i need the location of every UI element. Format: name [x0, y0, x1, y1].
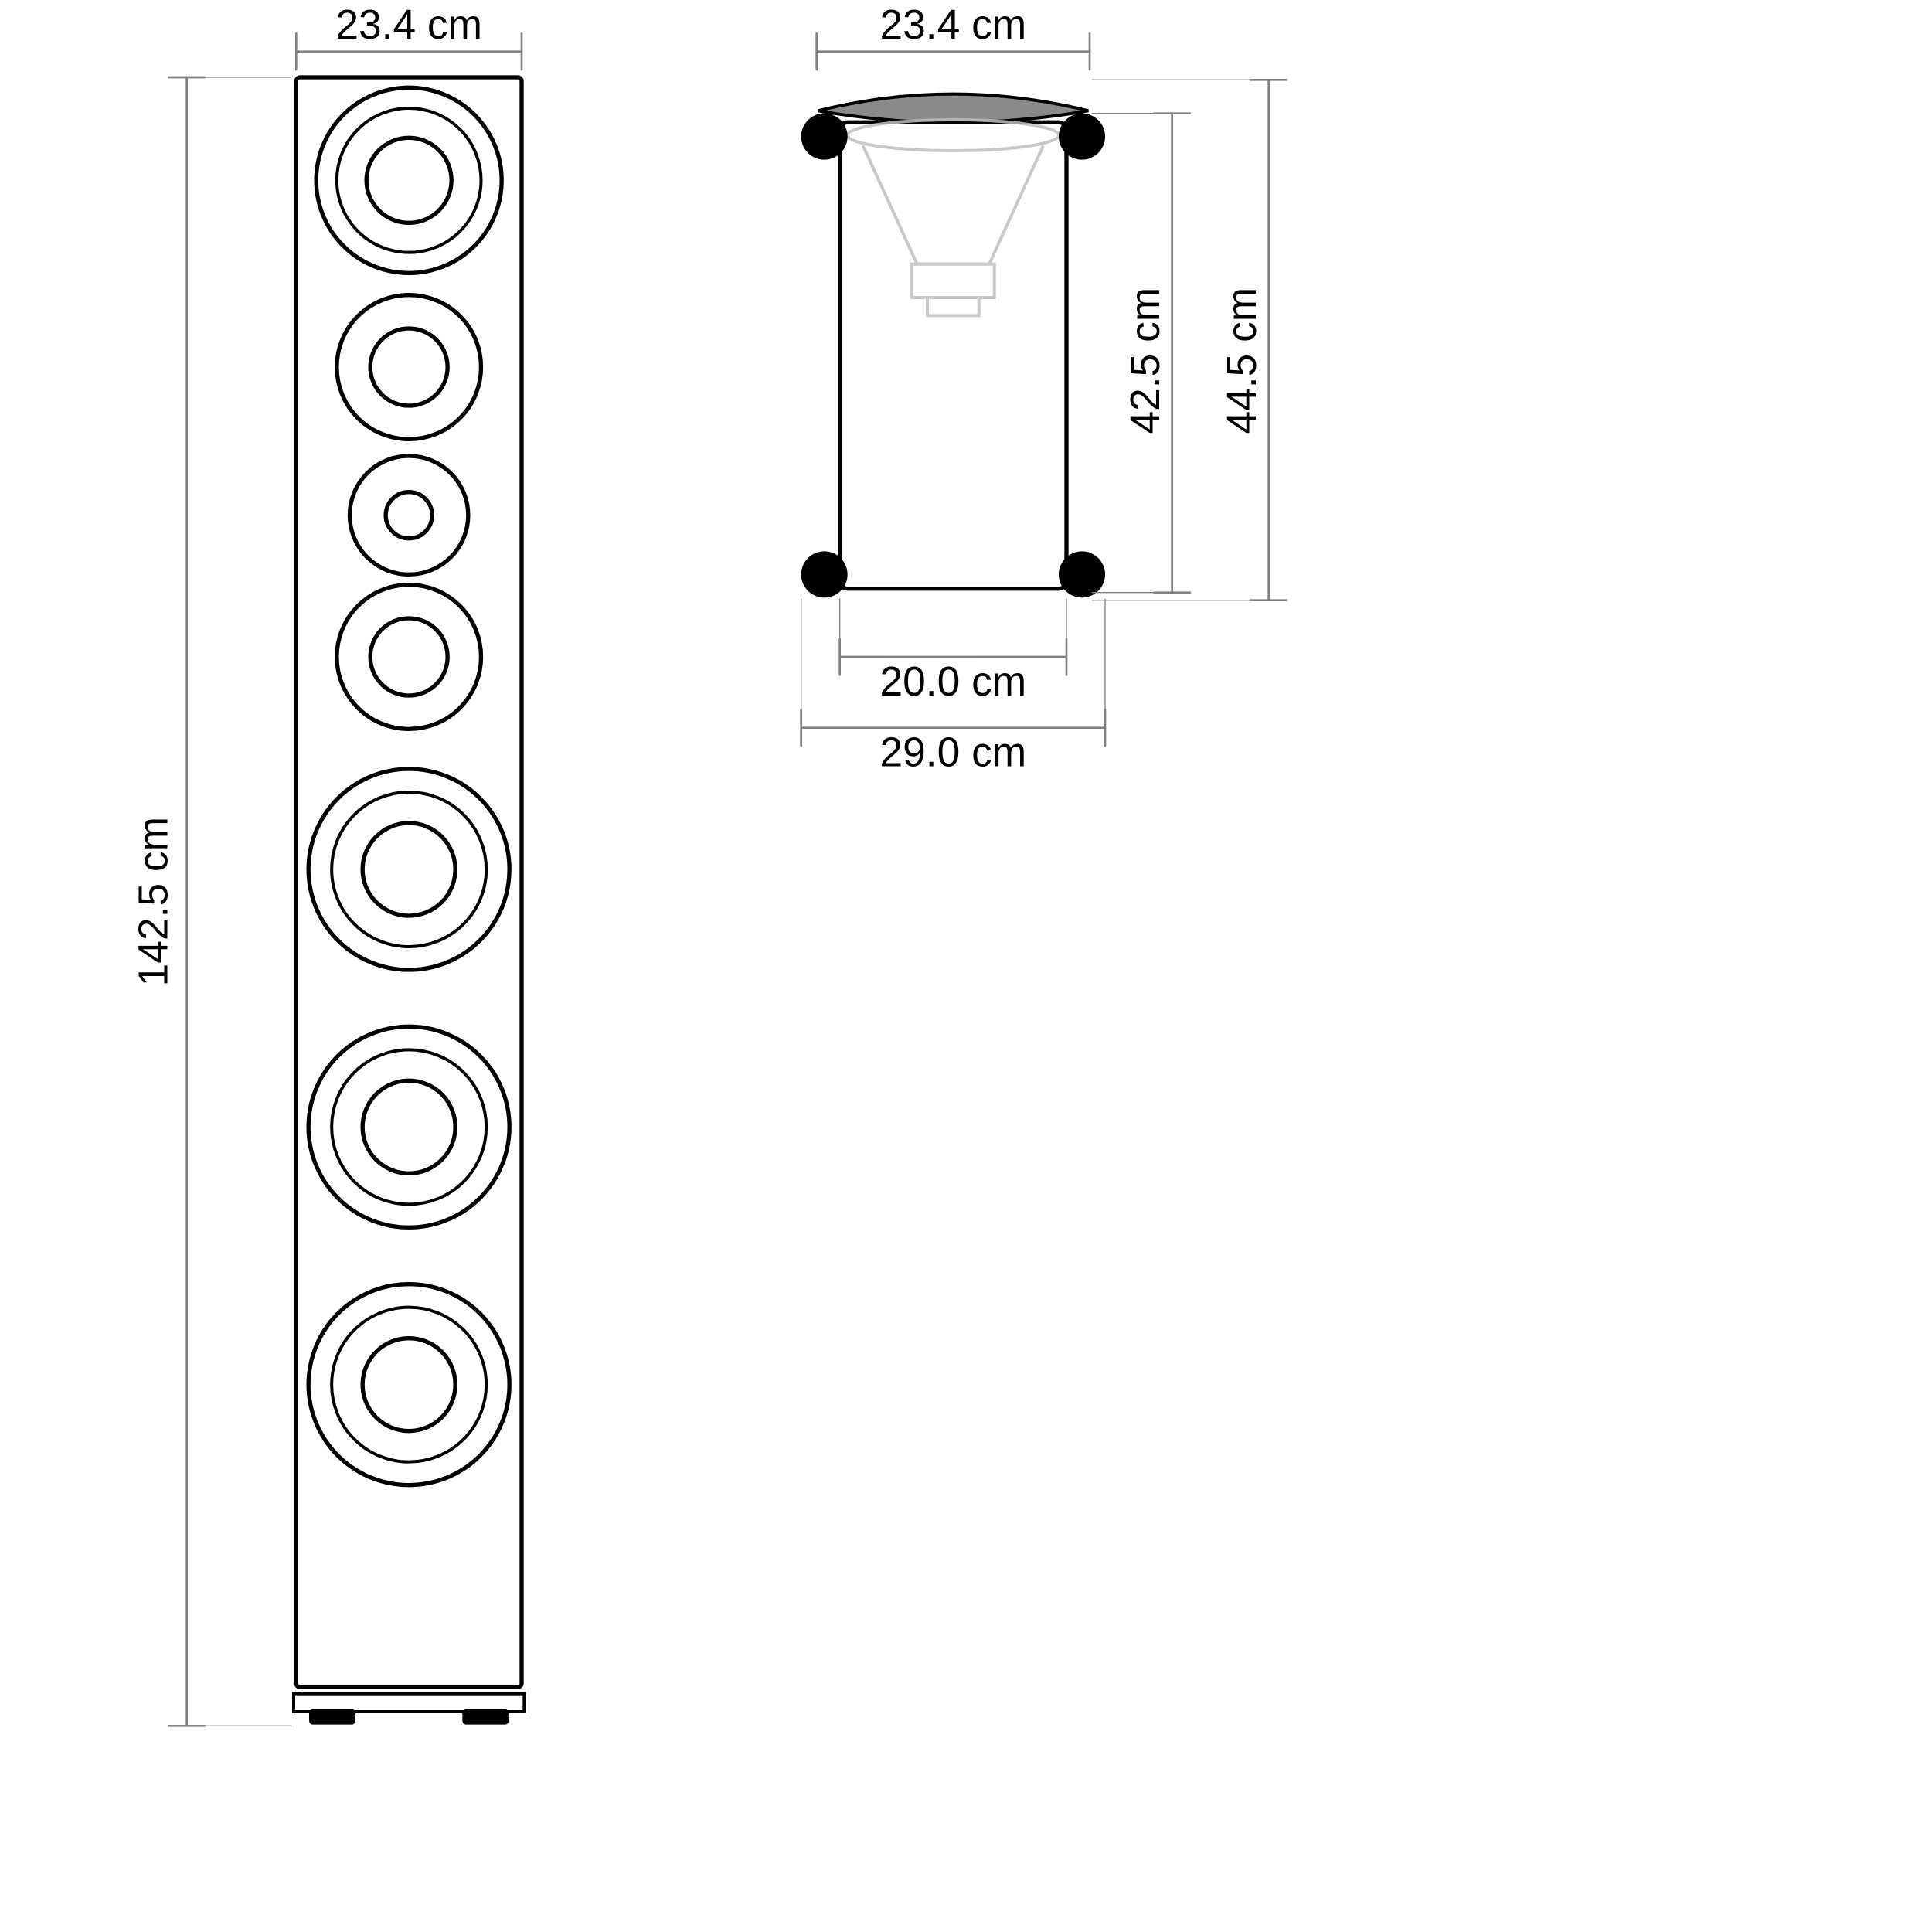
dim-top-foot-width: 29.0 cm: [879, 730, 1026, 776]
dim-top-body-width: 20.0 cm: [879, 659, 1026, 705]
top-baffle: [818, 94, 1088, 123]
dim-top-width: 23.4 cm: [879, 2, 1026, 48]
top-foot-0: [801, 114, 848, 160]
top-view: 23.4 cm 42.5 cm 44.5 cm 20.0 cm 29.0 cm: [801, 2, 1287, 776]
front-plinth: [294, 1694, 524, 1712]
dim-front-width: 23.4 cm: [335, 2, 482, 48]
driver-6: [308, 1284, 509, 1485]
dim-top-depth-outer: 44.5 cm: [1219, 287, 1265, 434]
top-body: [840, 122, 1066, 588]
driver-1: [337, 295, 481, 440]
dim-top-depth-inner: 42.5 cm: [1123, 287, 1168, 434]
front-foot-1: [462, 1709, 509, 1725]
top-foot-1: [1059, 114, 1105, 160]
speaker-dimension-diagram: 23.4 cm 142.5 cm 23.4 cm 42.5 cm 44.5 cm 20.0…: [0, 0, 1932, 1932]
front-foot-0: [309, 1709, 355, 1725]
top-foot-2: [801, 551, 848, 597]
driver-3: [337, 585, 481, 730]
driver-0: [316, 87, 502, 273]
driver-2: [350, 456, 468, 574]
driver-5: [308, 1026, 509, 1227]
diagram-stage: 23.4 cm 142.5 cm 23.4 cm 42.5 cm 44.5 cm 20.0…: [0, 0, 1932, 1932]
top-foot-3: [1059, 551, 1105, 597]
front-view: 23.4 cm 142.5 cm: [131, 2, 525, 1726]
driver-4: [308, 769, 509, 970]
dim-front-height: 142.5 cm: [131, 817, 177, 986]
